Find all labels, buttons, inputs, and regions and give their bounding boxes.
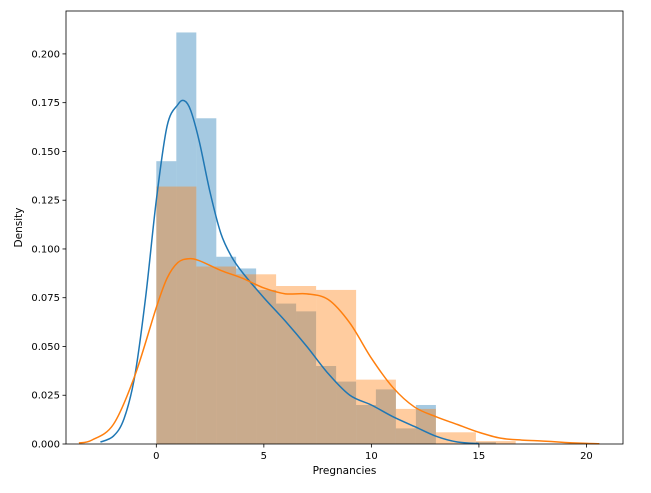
histogram-bar-series-1-bin-11 bbox=[356, 404, 376, 444]
histogram-bar-series-2-bin-4 bbox=[276, 286, 317, 444]
histogram-bar-series-1-bin-5 bbox=[236, 268, 257, 444]
y-tick-label: 0.075 bbox=[31, 293, 60, 304]
kde-layer bbox=[78, 99, 600, 445]
x-tick-label: 0 bbox=[153, 451, 159, 462]
y-tick-label: 0.175 bbox=[31, 98, 60, 109]
y-tick-label: 0.125 bbox=[31, 196, 60, 207]
histogram-bar-series-2-bin-3 bbox=[236, 274, 277, 444]
y-tick-label: 0.100 bbox=[31, 244, 60, 255]
x-tick-label: 15 bbox=[473, 451, 486, 462]
x-tick-label: 5 bbox=[261, 451, 267, 462]
histogram-bar-series-1-bin-2 bbox=[176, 32, 197, 444]
y-tick-label: 0.000 bbox=[31, 440, 60, 451]
histogram-bar-series-1-bin-12 bbox=[375, 389, 396, 444]
histogram-bar-series-2-bin-6 bbox=[356, 379, 396, 444]
histogram-bar-series-2-bin-1 bbox=[156, 186, 197, 445]
histogram-bar-series-1-bin-13 bbox=[395, 428, 416, 444]
histogram-bar-series-1-bin-4 bbox=[216, 256, 237, 444]
kde-line-series-2 bbox=[78, 257, 600, 445]
kde-line-series-1 bbox=[100, 99, 479, 445]
x-axis-ticks: 0 5 10 15 20 bbox=[153, 444, 593, 462]
axes-frame bbox=[65, 10, 624, 445]
histogram-bar-series-1-bin-8 bbox=[296, 311, 317, 444]
histogram-bar-series-2-bin-2 bbox=[196, 266, 237, 444]
histogram-bar-series-1-bin-6 bbox=[256, 289, 277, 444]
y-axis-label: Density bbox=[13, 208, 25, 248]
histogram-bar-series-2-bin-9 bbox=[475, 441, 516, 444]
histogram-bar-series-1-bin-17 bbox=[475, 442, 496, 444]
y-tick-label: 0.200 bbox=[31, 49, 60, 60]
x-axis-label: Pregnancies bbox=[313, 465, 377, 477]
y-tick-label: 0.050 bbox=[31, 342, 60, 353]
histogram-bar-series-2-bin-8 bbox=[435, 432, 476, 444]
y-tick-label: 0.025 bbox=[31, 391, 60, 402]
histogram-bar-series-1-bin-10 bbox=[336, 381, 357, 444]
histogram-bar-series-1-bin-7 bbox=[276, 303, 297, 444]
y-tick-label: 0.150 bbox=[31, 147, 60, 158]
histogram-layer bbox=[156, 32, 516, 445]
x-tick-label: 10 bbox=[365, 451, 378, 462]
histogram-bar-series-1-bin-9 bbox=[316, 365, 337, 444]
histogram-bar-series-1-bin-1 bbox=[156, 161, 177, 444]
y-axis-ticks: 0.000 0.025 0.050 0.075 0.100 0.125 0.150 0.175… bbox=[31, 49, 66, 451]
x-tick-label: 20 bbox=[580, 451, 593, 462]
